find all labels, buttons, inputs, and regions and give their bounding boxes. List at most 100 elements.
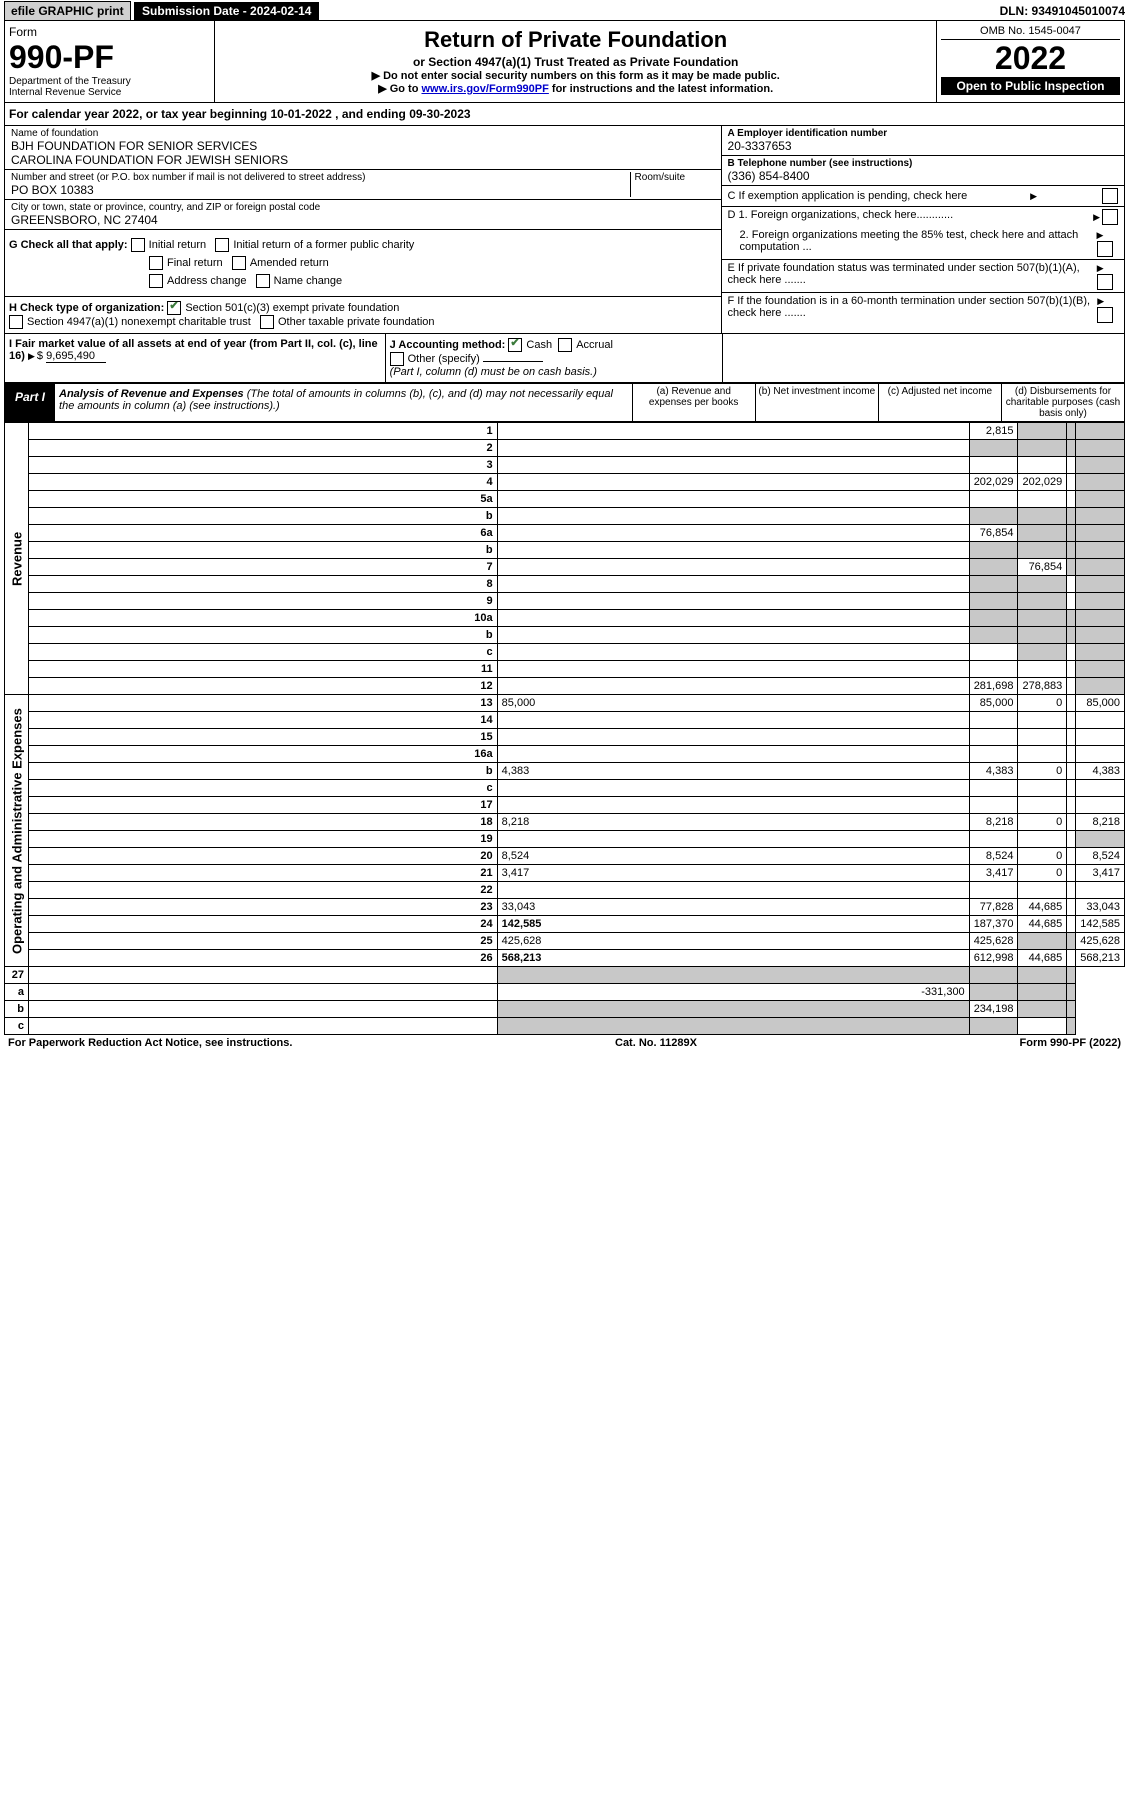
open-to-public: Open to Public Inspection	[941, 77, 1120, 95]
cell-c	[1067, 440, 1076, 457]
cell-c	[1018, 967, 1067, 984]
cb-name[interactable]	[256, 274, 270, 288]
cb-initial-former[interactable]	[215, 238, 229, 252]
line-number: b	[29, 763, 498, 780]
table-row: 213,4173,41703,417	[5, 865, 1125, 882]
cell-c	[1067, 593, 1076, 610]
cell-a	[497, 967, 969, 984]
table-row: Revenue12,815	[5, 423, 1125, 440]
line-number: 12	[29, 678, 498, 695]
line-desc	[497, 661, 969, 678]
cell-a	[969, 831, 1018, 848]
table-row: 208,5248,52408,524	[5, 848, 1125, 865]
cell-c	[1067, 627, 1076, 644]
cell-a	[969, 491, 1018, 508]
cb-initial[interactable]	[131, 238, 145, 252]
table-row: 15	[5, 729, 1125, 746]
form-number: 990-PF	[9, 39, 210, 76]
cell-c	[1067, 712, 1076, 729]
line-number: 22	[29, 882, 498, 899]
line-number: 10a	[29, 610, 498, 627]
cell-a	[969, 542, 1018, 559]
efile-btn[interactable]: efile GRAPHIC print	[4, 1, 131, 21]
tax-year: 2022	[941, 40, 1120, 77]
part1-header: Part I Analysis of Revenue and Expenses …	[4, 383, 1125, 422]
foundation-name2: CAROLINA FOUNDATION FOR JEWISH SENIORS	[11, 153, 715, 167]
cell-c	[1067, 525, 1076, 542]
cell-d: 3,417	[1076, 865, 1125, 882]
cb-address[interactable]	[149, 274, 163, 288]
line-number: 3	[29, 457, 498, 474]
cell-a	[969, 508, 1018, 525]
cb-accrual[interactable]	[558, 338, 572, 352]
j-note: (Part I, column (d) must be on cash basi…	[390, 366, 597, 378]
cell-a	[497, 1001, 969, 1018]
footer-mid: Cat. No. 11289X	[615, 1037, 697, 1049]
cb-final[interactable]	[149, 256, 163, 270]
table-row: 188,2188,21808,218	[5, 814, 1125, 831]
cell-a: 4,383	[969, 763, 1018, 780]
line-number: 25	[29, 933, 498, 950]
cell-b	[1018, 593, 1067, 610]
cb-d2[interactable]	[1097, 241, 1113, 257]
line-desc: 4,383	[497, 763, 969, 780]
cb-other-tax[interactable]	[260, 315, 274, 329]
cell-d: 8,524	[1076, 848, 1125, 865]
cell-d	[1067, 1001, 1076, 1018]
cell-d	[1076, 508, 1125, 525]
cell-b: 0	[1018, 763, 1067, 780]
cell-c	[1067, 610, 1076, 627]
cell-a	[969, 440, 1018, 457]
cell-d	[1076, 678, 1125, 695]
line-number: 13	[29, 695, 498, 712]
cell-c	[1067, 848, 1076, 865]
table-row: 8	[5, 576, 1125, 593]
cell-b	[1018, 661, 1067, 678]
line-number: 19	[29, 831, 498, 848]
line-desc	[497, 457, 969, 474]
line-desc	[29, 984, 498, 1001]
cb-cash[interactable]	[508, 338, 522, 352]
cell-c	[1067, 763, 1076, 780]
cb-4947[interactable]	[9, 315, 23, 329]
cell-d	[1076, 644, 1125, 661]
name-label: Name of foundation	[11, 128, 715, 139]
line-number: 1	[29, 423, 498, 440]
cb-d1[interactable]	[1102, 209, 1118, 225]
line-desc	[497, 423, 969, 440]
line-number: 26	[29, 950, 498, 967]
cell-b	[969, 984, 1018, 1001]
cell-a	[969, 797, 1018, 814]
cb-c[interactable]	[1102, 188, 1118, 204]
cell-b: 0	[1018, 814, 1067, 831]
cb-e[interactable]	[1097, 274, 1113, 290]
cell-b	[1018, 508, 1067, 525]
line-number: c	[29, 780, 498, 797]
cell-a: 3,417	[969, 865, 1018, 882]
table-row: 3	[5, 457, 1125, 474]
line-desc: 142,585	[497, 916, 969, 933]
line-desc	[497, 644, 969, 661]
room-label: Room/suite	[635, 172, 715, 183]
cell-a: 8,524	[969, 848, 1018, 865]
line-desc	[497, 678, 969, 695]
cell-c	[1067, 695, 1076, 712]
table-row: 14	[5, 712, 1125, 729]
line-desc	[497, 576, 969, 593]
i-value: 9,695,490	[46, 350, 106, 363]
cb-f[interactable]	[1097, 307, 1113, 323]
line-desc	[497, 797, 969, 814]
cell-b	[1018, 933, 1067, 950]
part1-label: Part I	[5, 384, 55, 421]
cb-amended[interactable]	[232, 256, 246, 270]
cb-other-method[interactable]	[390, 352, 404, 366]
line-number: 17	[29, 797, 498, 814]
table-row: 24142,585187,37044,685142,585	[5, 916, 1125, 933]
cell-d: 85,000	[1076, 695, 1125, 712]
j-label: J Accounting method:	[390, 339, 506, 351]
cb-501c3[interactable]	[167, 301, 181, 315]
cell-a	[969, 712, 1018, 729]
instructions-link[interactable]: www.irs.gov/Form990PF	[422, 83, 549, 95]
table-row: 22	[5, 882, 1125, 899]
cell-a: 202,029	[969, 474, 1018, 491]
